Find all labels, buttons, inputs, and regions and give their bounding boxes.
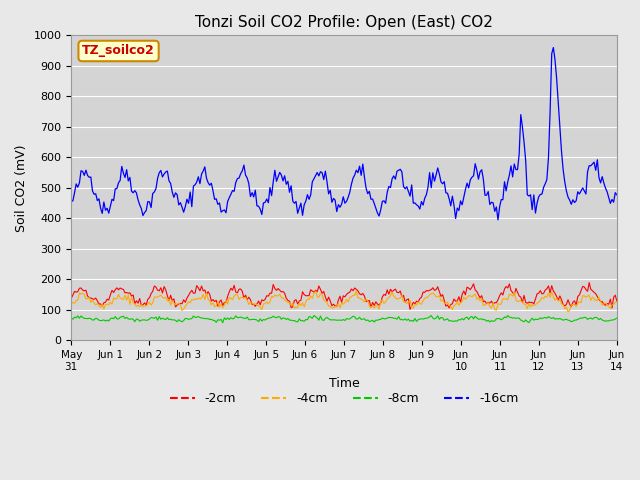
Legend: -2cm, -4cm, -8cm, -16cm: -2cm, -4cm, -8cm, -16cm — [164, 387, 524, 410]
Y-axis label: Soil CO2 (mV): Soil CO2 (mV) — [15, 144, 28, 232]
X-axis label: Time: Time — [329, 377, 360, 390]
Title: Tonzi Soil CO2 Profile: Open (East) CO2: Tonzi Soil CO2 Profile: Open (East) CO2 — [195, 15, 493, 30]
Text: TZ_soilco2: TZ_soilco2 — [82, 45, 155, 58]
